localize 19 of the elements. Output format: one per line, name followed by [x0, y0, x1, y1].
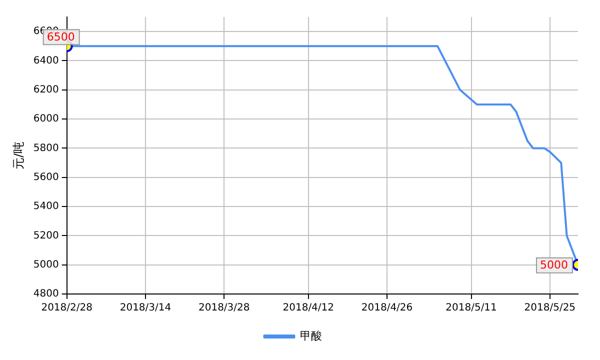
y-axis-title: 元/吨: [11, 141, 26, 170]
x-tick-label: 2018/4/12: [282, 302, 334, 314]
y-tick-label: 4800: [33, 288, 59, 300]
x-tick-label: 2018/3/14: [120, 302, 172, 314]
legend-label: 甲酸: [300, 329, 322, 342]
y-tick-label: 5200: [33, 230, 59, 242]
x-tick-label: 2018/5/11: [446, 302, 497, 314]
y-tick-label: 6400: [33, 55, 59, 66]
y-tick-label: 5400: [33, 201, 59, 212]
x-tick-label: 2018/3/28: [198, 302, 250, 314]
x-tick-label: 2018/2/28: [41, 302, 92, 314]
y-tick-label: 5600: [33, 172, 59, 183]
y-tick-label: 5000: [33, 259, 59, 270]
y-tick-label: 5800: [33, 142, 59, 154]
data-label: 5000: [540, 258, 568, 272]
y-tick-label: 6200: [33, 84, 59, 96]
y-tick-label: 6000: [33, 114, 59, 125]
x-tick-label: 2018/4/26: [361, 302, 413, 314]
x-tick-label: 2018/5/25: [524, 302, 576, 314]
